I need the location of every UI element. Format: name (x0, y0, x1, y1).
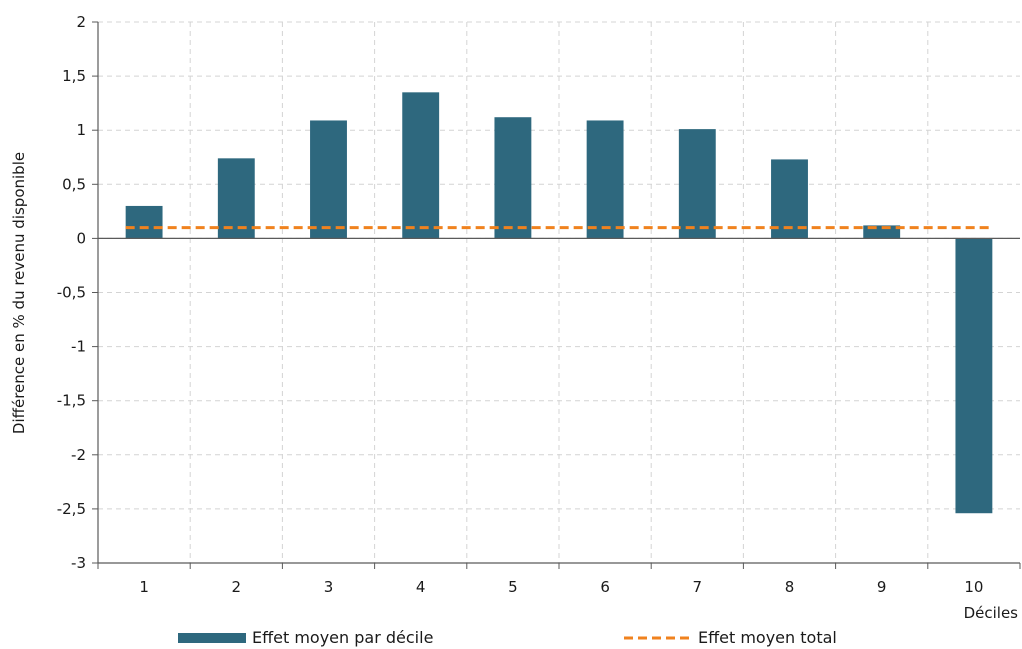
y-tick-label: -3 (71, 554, 86, 572)
y-tick-label: 0,5 (62, 175, 86, 193)
x-tick-label: 7 (693, 578, 703, 596)
x-tick-label: 10 (964, 578, 983, 596)
x-axis-label: Déciles (964, 604, 1019, 622)
bar-decile-6 (586, 120, 624, 239)
bars (125, 92, 993, 514)
y-axis-label: Différence en % du revenu disponible (10, 152, 28, 434)
x-tick-label: 9 (877, 578, 887, 596)
x-tick-label: 8 (785, 578, 795, 596)
bar-decile-2 (217, 158, 255, 239)
y-tick-label: -1 (71, 338, 86, 356)
bar-decile-5 (494, 117, 532, 239)
y-tick-label: -2,5 (57, 500, 86, 518)
legend: Effet moyen par décile Effet moyen total (178, 628, 837, 647)
legend-bar-swatch (178, 633, 246, 643)
grid (98, 21, 1020, 564)
bar-decile-1 (125, 205, 163, 239)
x-tick-label: 6 (600, 578, 610, 596)
y-tick-label: 0 (76, 229, 86, 247)
bar-decile-4 (402, 92, 440, 239)
y-tick-label: 2 (76, 13, 86, 31)
y-tick-label: 1 (76, 121, 86, 139)
x-tick-label: 2 (232, 578, 242, 596)
y-tick-label: -2 (71, 446, 86, 464)
axes (92, 21, 1021, 569)
x-tick-label: 5 (508, 578, 518, 596)
x-tick-label: 1 (139, 578, 149, 596)
legend-bar-label: Effet moyen par décile (252, 628, 433, 647)
x-tick-labels: 1 2 3 4 5 6 7 8 9 10 (139, 578, 983, 596)
legend-line-label: Effet moyen total (698, 628, 837, 647)
y-tick-label: -1,5 (57, 392, 86, 410)
bar-decile-3 (310, 120, 347, 239)
y-tick-label: 1,5 (62, 67, 86, 85)
y-tick-labels: 2 1,5 1 0,5 0 -0,5 -1 -1,5 -2 -2,5 -3 (57, 13, 86, 572)
x-tick-label: 4 (416, 578, 426, 596)
x-tick-label: 3 (324, 578, 334, 596)
bar-decile-10 (955, 238, 993, 514)
bar-decile-7 (678, 129, 716, 239)
bar-decile-8 (771, 159, 808, 239)
y-tick-label: -0,5 (57, 284, 86, 302)
